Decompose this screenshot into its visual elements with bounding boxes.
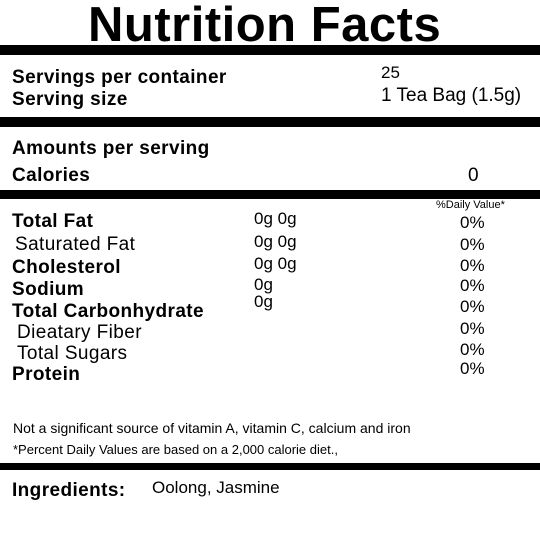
nutrient-daily-value: 0% [460, 213, 485, 232]
nutrient-label: Total Sugars [17, 343, 128, 364]
ingredients-label: Ingredients: [12, 480, 126, 501]
nutrient-label: Sodium [12, 279, 85, 300]
nutrient-amount: 0g [254, 292, 273, 311]
calories-value: 0 [468, 165, 479, 186]
nutrient-label: Saturated Fat [15, 234, 136, 255]
divider-thick [0, 190, 540, 199]
nutrient-amount: 0g 0g [254, 209, 297, 228]
calories-label: Calories [12, 165, 91, 186]
label-title: Nutrition Facts [88, 0, 442, 52]
serving-size-value: 1 Tea Bag (1.5g) [381, 85, 522, 106]
nutrient-label: Total Carbonhydrate [12, 301, 204, 322]
nutrient-amount: 0g 0g [254, 232, 297, 251]
divider-thick [0, 45, 540, 55]
nutrient-daily-value: 0% [460, 319, 485, 338]
servings-per-container-label: Servings per container [12, 67, 227, 88]
nutrient-label: Cholesterol [12, 257, 121, 278]
nutrient-daily-value: 0% [460, 235, 485, 254]
nutrient-amount: 0g [254, 275, 273, 294]
ingredients-value: Oolong, Jasmine [152, 478, 280, 497]
nutrient-label: Dieatary Fiber [17, 322, 142, 343]
nutrient-daily-value: 0% [460, 359, 485, 378]
daily-value-footnote: *Percent Daily Values are based on a 2,0… [13, 442, 338, 457]
nutrient-daily-value: 0% [460, 297, 485, 316]
nutrient-amount: 0g 0g [254, 254, 297, 273]
serving-size-label: Serving size [12, 89, 128, 110]
vitamin-footnote: Not a significant source of vitamin A, v… [13, 420, 411, 436]
amounts-per-serving-label: Amounts per serving [12, 138, 210, 159]
nutrient-label: Total Fat [12, 211, 94, 232]
nutrient-daily-value: 0% [460, 340, 485, 359]
daily-value-header: %Daily Value* [436, 199, 505, 211]
nutrient-daily-value: 0% [460, 276, 485, 295]
divider-thick [0, 117, 540, 127]
servings-per-container-value: 25 [381, 63, 400, 82]
divider-thick [0, 463, 540, 470]
nutrient-label: Protein [12, 364, 81, 385]
nutrient-daily-value: 0% [460, 256, 485, 275]
